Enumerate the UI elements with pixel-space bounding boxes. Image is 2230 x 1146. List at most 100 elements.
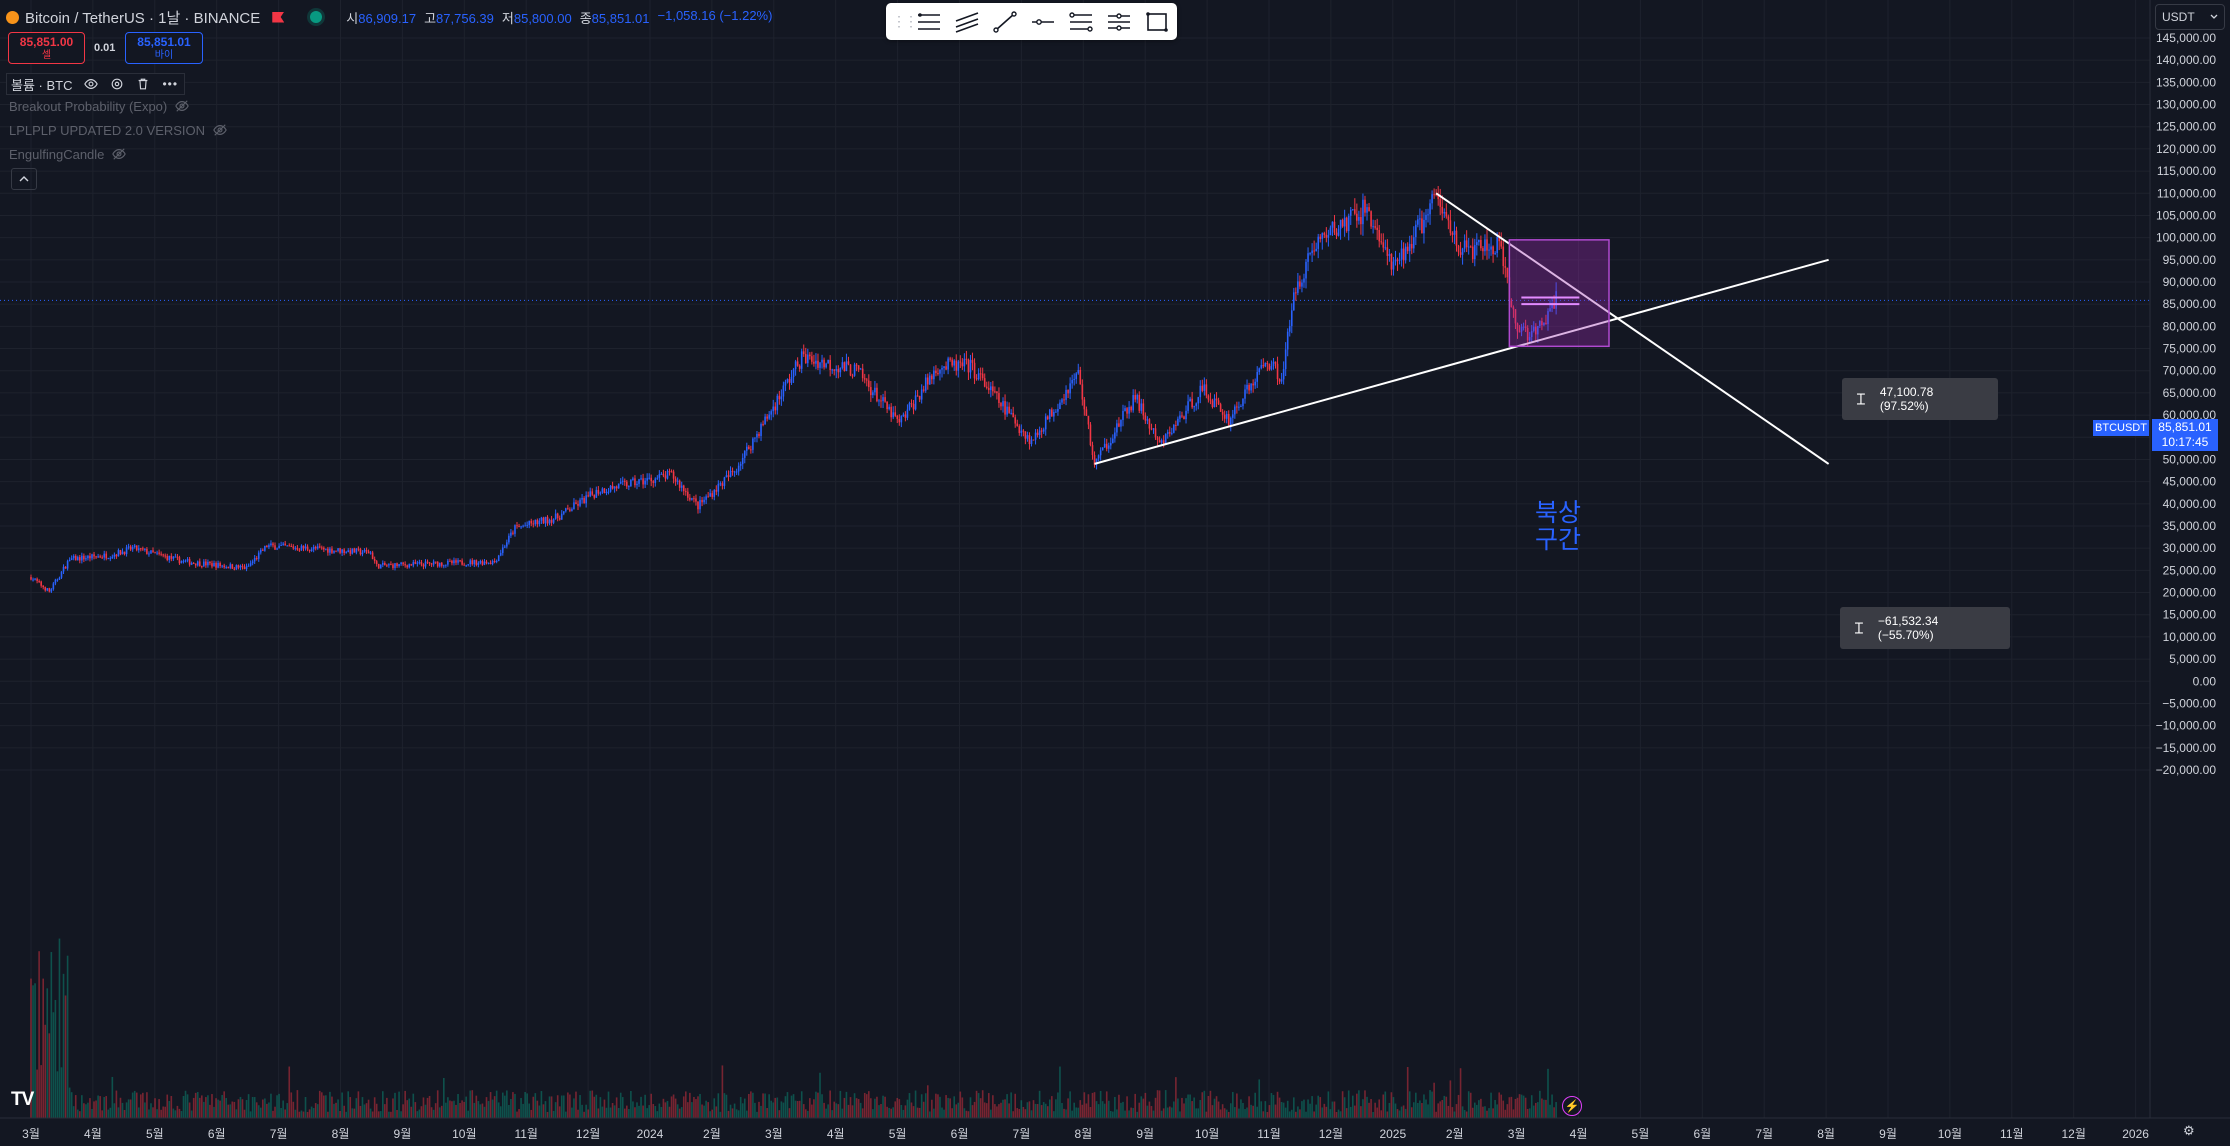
candle-body [996,391,998,394]
chart-annotation-text[interactable]: 북상 구간 [1535,499,1582,554]
volume-bar [282,1100,284,1118]
eye-off-icon[interactable] [112,147,127,161]
candle-body [404,564,406,566]
volume-bar [632,1101,634,1118]
eye-off-icon[interactable] [175,99,190,113]
candle-body [1374,226,1376,228]
volume-bar [721,1065,724,1118]
candle-body [253,558,256,562]
volume-legend[interactable]: 볼륨 · BTC ••• [6,73,186,95]
volume-bar [1000,1102,1002,1118]
eye-off-icon[interactable] [213,123,227,137]
flag-icon[interactable] [272,11,285,23]
volume-bar [536,1100,539,1118]
candle-body [1321,233,1324,239]
candle-body [1270,366,1273,370]
volume-bar [666,1100,669,1118]
volume-bar [1193,1097,1195,1118]
sell-button[interactable]: 85,851.00 셀 [8,32,85,64]
volume-bar [597,1108,600,1118]
more-icon[interactable]: ••• [162,77,179,91]
settings-icon[interactable] [110,77,124,91]
indicator-row[interactable]: EngulfingCandle [9,145,127,163]
volume-bar [1057,1092,1059,1118]
candle-body [823,359,825,368]
candle-body [1410,243,1413,249]
volume-bar [1345,1108,1348,1118]
trend-line-icon[interactable] [986,8,1024,36]
candle-body [386,565,388,567]
measure-label-down[interactable]: −61,532.34 (−55.70%) [1840,607,2010,649]
eye-icon[interactable] [84,77,99,91]
volume-bar [603,1099,606,1118]
candle-body [164,555,167,557]
volume-bar [772,1102,775,1118]
volume-bar [851,1105,854,1118]
candle-body [1541,321,1543,326]
volume-bar [272,1110,274,1118]
volume-bar [209,1104,211,1118]
candle-body [1478,239,1480,243]
candle-body [152,550,154,553]
candle-body [752,438,754,450]
candle-body [990,386,992,391]
candle-body [918,396,921,400]
candle-body [1095,458,1098,465]
highlight-box[interactable] [1508,239,1610,348]
trash-icon[interactable] [136,77,150,91]
rectangle-icon[interactable] [1138,8,1176,36]
symbol-title[interactable]: Bitcoin / TetherUS · 1날 · BINANCE [25,9,261,27]
horizontal-lines-icon[interactable] [910,8,948,36]
candle-body [699,499,701,510]
drag-handle-icon[interactable]: ⋮⋮ [892,13,918,29]
currency-selector[interactable]: USDT [2155,4,2225,30]
candle-body [1337,228,1340,236]
candle-body [211,563,213,567]
tradingview-logo[interactable]: TV [11,1089,34,1110]
candle-body [1229,417,1232,426]
horizontal-ray-icon[interactable] [1024,8,1062,36]
time-axis-label: 2024 [637,1127,664,1141]
volume-bar [337,1099,339,1118]
candle-body [1105,443,1108,449]
lightning-icon[interactable]: ⚡ [1562,1096,1582,1116]
candle-body [264,545,266,551]
candle-body [684,491,687,493]
candle-body [245,566,248,570]
candle-body [1164,433,1167,444]
candle-body [536,519,539,525]
candle-body [735,471,738,473]
parallel-channel-icon[interactable] [948,8,986,36]
volume-bar [284,1109,286,1118]
volume-bar [1183,1103,1185,1118]
support-trendline[interactable] [1094,258,1829,465]
candle-body [255,558,258,560]
price-axis-label: 135,000.00 [2156,75,2216,89]
volume-bar [459,1103,461,1118]
resistance-trendline[interactable] [1435,192,1830,465]
candle-body [508,535,510,543]
candle-body [257,552,260,559]
buy-button[interactable]: 85,851.01 바이 [125,32,203,64]
indicator-row[interactable]: Breakout Probability (Expo) [9,97,190,115]
price-axis-label: 95,000.00 [2163,253,2217,267]
price-axis-label: 70,000.00 [2163,364,2217,378]
measure-label-up[interactable]: 47,100.78 (97.52%) [1842,378,1998,420]
candle-body [119,550,122,555]
collapse-legend-button[interactable] [11,168,37,190]
candle-body [266,545,268,548]
volume-bar [1242,1102,1244,1118]
volume-bar [987,1093,990,1118]
volume-bar [491,1099,494,1118]
candle-body [390,564,392,566]
fib-retracement-icon[interactable] [1062,8,1100,36]
fib-extension-icon[interactable] [1100,8,1138,36]
candle-body [205,561,207,566]
settings-gear-icon[interactable]: ⚙ [2183,1123,2195,1138]
candle-body [1555,291,1557,309]
volume-bar [113,1103,116,1118]
candle-body [1132,395,1134,411]
indicator-row[interactable]: LPLPLP UPDATED 2.0 VERSION [9,121,227,139]
market-status-icon[interactable] [310,11,323,23]
